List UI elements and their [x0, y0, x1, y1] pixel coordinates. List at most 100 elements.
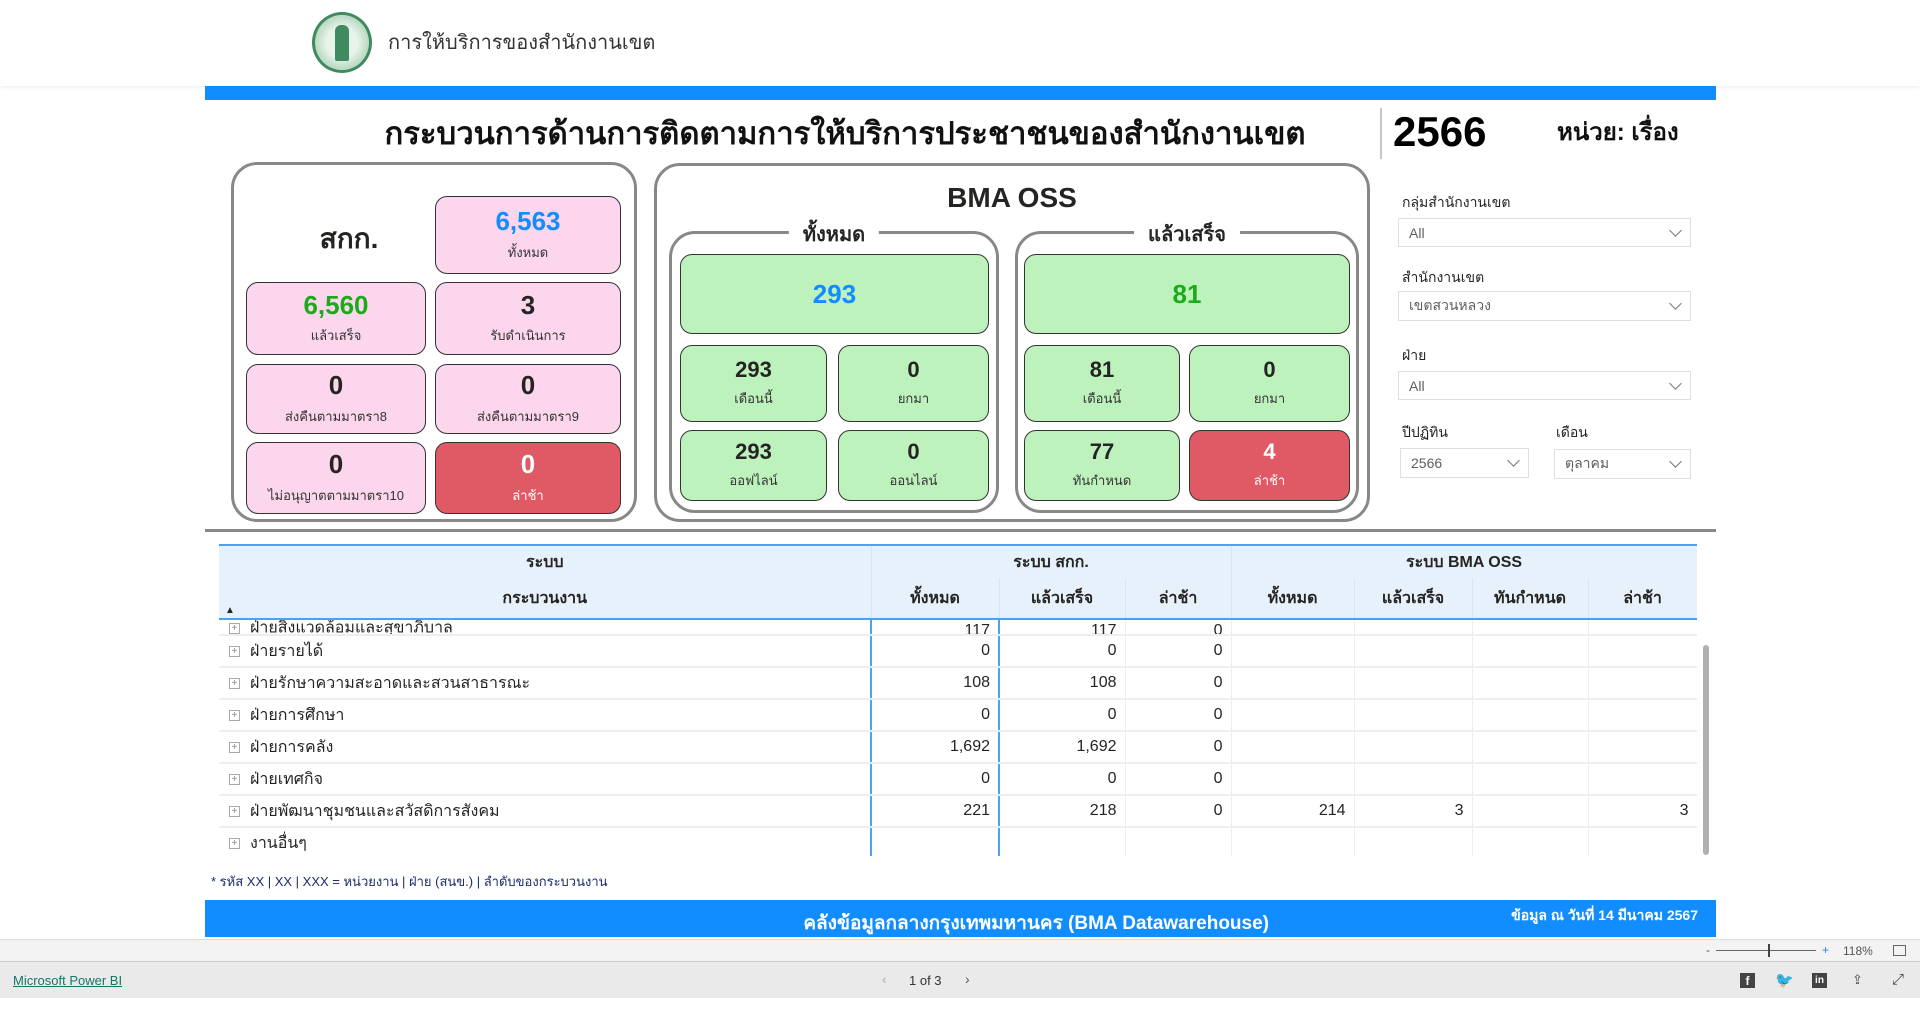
- expand-icon[interactable]: +: [229, 623, 240, 633]
- column-header[interactable]: ทั้งหมด: [871, 578, 1000, 619]
- prev-page-icon[interactable]: ‹: [882, 971, 887, 987]
- app-title: การให้บริการของสำนักงานเขต: [388, 32, 656, 54]
- zoom-out-button[interactable]: -: [1706, 943, 1710, 957]
- filter-group-dropdown[interactable]: All: [1398, 218, 1691, 247]
- process-name-cell: + ฝ่ายการคลัง: [219, 731, 872, 764]
- table-row[interactable]: + ฝ่ายพัฒนาชุมชนและสวัสดิการสังคม 221 218 0 2…: [219, 795, 1697, 828]
- zoom-slider-handle[interactable]: [1768, 944, 1770, 957]
- value-cell: [1472, 619, 1589, 636]
- kpi-label: เดือนนี้: [1082, 391, 1122, 407]
- kpi-skk-denied10[interactable]: 0 ไม่อนุญาตตามมาตรา10: [246, 442, 426, 514]
- share-icon[interactable]: ⇪: [1852, 972, 1863, 987]
- expand-icon[interactable]: +: [229, 741, 240, 753]
- value-cell: [1588, 667, 1697, 700]
- chevron-down-icon: [1669, 455, 1682, 468]
- process-name-cell: + ฝ่ายเทศกิจ: [219, 763, 872, 796]
- value-cell: 0: [1125, 795, 1232, 828]
- sort-ascending-icon[interactable]: ▲: [225, 605, 235, 616]
- table-row[interactable]: + ฝ่ายรักษาความสะอาดและสวนสาธารณะ 108 108 0: [219, 667, 1697, 700]
- dropdown-value: All: [1409, 224, 1425, 241]
- expand-icon[interactable]: +: [229, 709, 240, 721]
- value-cell: 0: [871, 635, 1000, 668]
- kpi-skk-return8[interactable]: 0 ส่งคืนตามมาตรา8: [246, 364, 426, 434]
- value-cell: [1354, 731, 1473, 764]
- kpi-value: 81: [1089, 356, 1115, 382]
- expand-icon[interactable]: +: [229, 677, 240, 689]
- kpi-skk-inprogress[interactable]: 3 รับดำเนินการ: [435, 282, 621, 355]
- skk-panel: สกก. 6,563 ทั้งหมด 6,560 แล้วเสร็จ 3 รับดำเ…: [231, 162, 637, 522]
- kpi-value: 0: [328, 449, 344, 480]
- column-header[interactable]: แล้วเสร็จ: [999, 578, 1126, 619]
- kpi-skk-done[interactable]: 6,560 แล้วเสร็จ: [246, 282, 426, 355]
- next-page-icon[interactable]: ›: [965, 971, 970, 987]
- table-row[interactable]: + ฝ่ายรายได้ 0 0 0: [219, 635, 1697, 668]
- column-header[interactable]: แล้วเสร็จ: [1354, 578, 1473, 619]
- kpi-label: ส่งคืนตามมาตรา8: [284, 408, 387, 424]
- group-header-oss: ระบบ BMA OSS: [1231, 546, 1697, 578]
- linkedin-icon[interactable]: in: [1812, 973, 1827, 988]
- kpi-oss-offline[interactable]: 293 ออฟไลน์: [680, 430, 827, 501]
- oss-title: BMA OSS: [947, 182, 1077, 213]
- kpi-label: ยกมา: [1253, 391, 1286, 407]
- kpi-oss-total-month[interactable]: 293 เดือนนี้: [680, 345, 827, 422]
- filter-year-dropdown[interactable]: 2566: [1400, 448, 1529, 478]
- kpi-oss-online[interactable]: 0 ออนไลน์: [838, 430, 989, 501]
- expand-icon[interactable]: +: [229, 837, 240, 849]
- filter-month-dropdown[interactable]: ตุลาคม: [1554, 449, 1691, 479]
- table-row[interactable]: + ฝ่ายเทศกิจ 0 0 0: [219, 763, 1697, 796]
- value-cell: [1354, 635, 1473, 668]
- group-label: ทั้งหมด: [788, 218, 880, 250]
- facebook-icon[interactable]: f: [1740, 973, 1755, 988]
- table-row[interactable]: + ฝ่ายสิ่งแวดล้อมและสุขาภิบาล 117 117 0: [219, 619, 1697, 636]
- value-cell: 218: [999, 795, 1126, 828]
- table-row[interactable]: + ฝ่ายการคลัง 1,692 1,692 0: [219, 731, 1697, 764]
- kpi-skk-late[interactable]: 0 ล่าช้า: [435, 442, 621, 514]
- twitter-icon[interactable]: 🐦: [1775, 972, 1794, 989]
- kpi-value: 0: [520, 370, 536, 401]
- process-matrix[interactable]: ระบบ ระบบ สกก. ระบบ BMA OSS กระบวนงาน ▲ ทั้…: [219, 544, 1697, 856]
- expand-icon[interactable]: +: [229, 773, 240, 785]
- kpi-oss-done-month[interactable]: 81 เดือนนี้: [1024, 345, 1180, 422]
- footnote: * รหัส XX | XX | XXX = หน่วยงาน | ฝ่าย (…: [211, 874, 608, 889]
- column-header[interactable]: ทั้งหมด: [1231, 578, 1355, 619]
- zoom-slider[interactable]: [1716, 950, 1816, 951]
- fit-to-page-icon[interactable]: [1893, 945, 1906, 956]
- column-header[interactable]: ล่าช้า: [1588, 578, 1697, 619]
- process-name-cell: + ฝ่ายการศึกษา: [219, 699, 872, 732]
- value-cell: 0: [999, 763, 1126, 796]
- filter-division-dropdown[interactable]: All: [1398, 371, 1691, 400]
- value-cell: [1472, 667, 1589, 700]
- page-indicator: 1 of 3: [909, 973, 942, 988]
- value-cell: [1354, 667, 1473, 700]
- kpi-value: 81: [1172, 278, 1202, 309]
- dropdown-value: เขตสวนหลวง: [1409, 297, 1491, 313]
- table-row[interactable]: + งานอื่นๆ: [219, 827, 1697, 856]
- filter-office-dropdown[interactable]: เขตสวนหลวง: [1398, 291, 1691, 321]
- kpi-skk-total[interactable]: 6,563 ทั้งหมด: [435, 196, 621, 274]
- expand-icon[interactable]: +: [229, 645, 240, 657]
- table-row[interactable]: + ฝ่ายการศึกษา 0 0 0: [219, 699, 1697, 732]
- kpi-label: ยกมา: [897, 391, 930, 407]
- table-scrollbar[interactable]: [1703, 645, 1709, 855]
- kpi-oss-ontime[interactable]: 77 ทันกำหนด: [1024, 430, 1180, 501]
- expand-icon[interactable]: +: [229, 805, 240, 817]
- zoom-in-button[interactable]: +: [1822, 943, 1830, 957]
- kpi-oss-done[interactable]: 81: [1024, 254, 1350, 334]
- value-cell: 214: [1231, 795, 1355, 828]
- kpi-label: แล้วเสร็จ: [310, 328, 362, 344]
- filter-label-office: สำนักงานเขต: [1402, 269, 1485, 285]
- value-cell: 108: [871, 667, 1000, 700]
- kpi-label: ส่งคืนตามมาตรา9: [476, 408, 579, 424]
- column-header[interactable]: ล่าช้า: [1125, 578, 1232, 619]
- kpi-oss-total-carried[interactable]: 0 ยกมา: [838, 345, 989, 422]
- kpi-oss-done-carried[interactable]: 0 ยกมา: [1189, 345, 1350, 422]
- kpi-oss-late[interactable]: 4 ล่าช้า: [1189, 430, 1350, 501]
- column-header[interactable]: ทันกำหนด: [1472, 578, 1589, 619]
- powerbi-link[interactable]: Microsoft Power BI: [13, 973, 123, 988]
- value-cell: 1,692: [871, 731, 1000, 764]
- process-name: งานอื่นๆ: [250, 834, 307, 852]
- column-header-process[interactable]: กระบวนงาน ▲: [219, 578, 872, 619]
- kpi-oss-total[interactable]: 293: [680, 254, 989, 334]
- kpi-skk-return9[interactable]: 0 ส่งคืนตามมาตรา9: [435, 364, 621, 434]
- fullscreen-icon[interactable]: ⤢: [1892, 971, 1905, 988]
